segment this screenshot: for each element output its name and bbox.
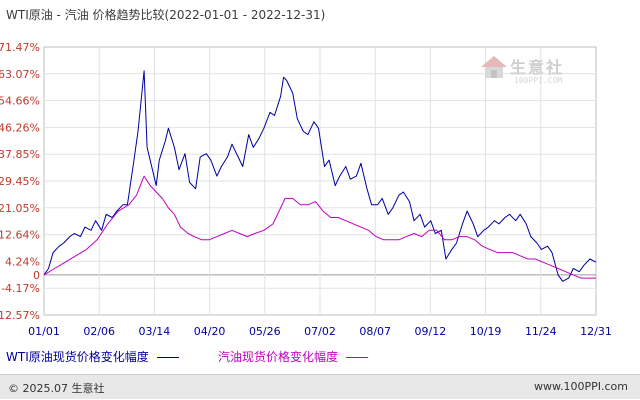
x-tick-label: 11/24: [525, 325, 557, 338]
legend-label-wti: WTI原油现货价格变化幅度: [6, 350, 149, 364]
legend-label-gasoline: 汽油现货价格变化幅度: [218, 350, 339, 364]
x-tick-label: 01/01: [28, 325, 60, 338]
chart-plot: 71.47% 63.07% 54.66% 46.26% 37.85% 29.45% 21.0…: [0, 41, 612, 338]
watermark-subtext: 100PPI.COM: [514, 76, 563, 85]
x-tick-label: 05/26: [249, 325, 281, 338]
x-tick-label: 10/19: [470, 325, 502, 338]
y-tick-label: -4.17%: [1, 282, 40, 295]
footer-copyright: © 2025.07 生意社: [8, 382, 105, 395]
y-tick-label: 46.26%: [0, 121, 40, 134]
y-tick-label: 54.66%: [0, 95, 40, 108]
chart-title: WTI原油 - 汽油 价格趋势比较(2022-01-01 - 2022-12-3…: [6, 8, 326, 22]
legend-swatch-gasoline: [346, 357, 369, 358]
footer-bar: © 2025.07 生意社 www.100PPI.com: [0, 374, 640, 399]
watermark-text: 生意社: [510, 58, 565, 77]
y-tick-label: 4.24%: [5, 255, 40, 268]
footer-link[interactable]: www.100PPI.com: [534, 380, 628, 393]
house-icon: [481, 56, 507, 78]
y-tick-label: 37.85%: [0, 148, 40, 161]
x-tick-label: 09/12: [415, 325, 447, 338]
legend-item-gasoline: 汽油现货价格变化幅度: [218, 348, 369, 366]
y-tick-label: -12.57%: [0, 309, 40, 322]
legend-item-wti: WTI原油现货价格变化幅度: [6, 348, 179, 366]
x-tick-label: 04/20: [194, 325, 226, 338]
x-tick-label: 03/14: [139, 325, 171, 338]
x-tick-label: 07/02: [304, 325, 336, 338]
y-tick-label: 21.05%: [0, 202, 40, 215]
y-tick-label: 71.47%: [0, 41, 40, 54]
legend-swatch-wti: [156, 357, 179, 358]
x-tick-label: 02/06: [83, 325, 115, 338]
series-line-gasoline: [43, 175, 596, 279]
x-tick-label: 08/07: [359, 325, 391, 338]
x-tick-label: 12/31: [580, 325, 612, 338]
y-tick-label: 29.45%: [0, 175, 40, 188]
y-tick-label: 63.07%: [0, 68, 40, 81]
watermark-logo: 生意社 100PPI.COM: [480, 54, 576, 94]
y-tick-label: 12.64%: [0, 229, 40, 242]
zero-tick-label: 0: [33, 269, 40, 282]
series-line-wti: [43, 70, 597, 282]
